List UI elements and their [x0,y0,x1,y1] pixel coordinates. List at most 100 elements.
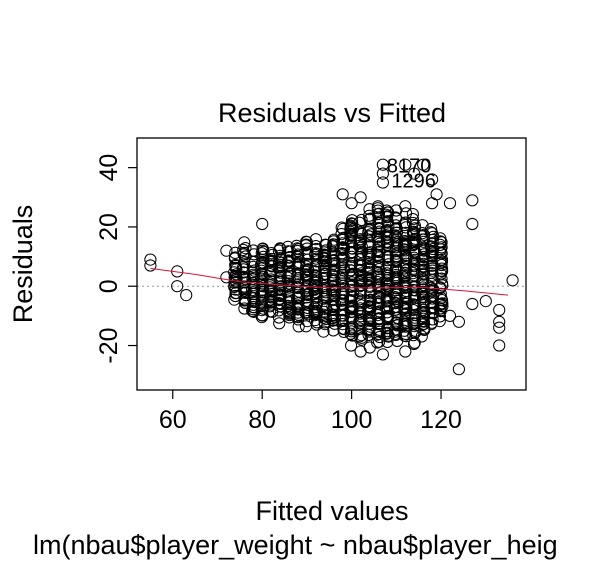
data-point [376,176,389,189]
data-point [255,304,268,317]
data-point [493,321,506,334]
data-point [436,300,449,313]
data-point [398,320,411,333]
data-point [479,295,492,308]
data-point [408,336,421,349]
data-point [220,271,233,284]
data-point [344,236,357,249]
data-point [345,290,358,303]
y-tick-label: 20 [95,213,123,241]
data-point [435,253,449,266]
data-point [229,259,242,273]
data-point [399,221,412,234]
x-tick-label: 60 [159,406,187,434]
data-point [345,339,358,352]
data-point [425,316,438,329]
data-point [372,217,385,230]
data-point [292,306,305,319]
y-axis-label: Residuals [8,205,38,324]
data-point [355,331,368,344]
data-point [416,290,429,303]
x-tick-label: 100 [331,406,373,434]
data-point [265,259,278,272]
data-point [372,221,385,235]
data-point [399,345,412,358]
chart-title: Residuals vs Fitted [218,98,446,128]
data-point [433,315,446,328]
data-point [238,246,251,259]
data-point [273,288,286,301]
data-point [506,274,519,287]
data-point [417,248,431,261]
data-point [291,242,304,255]
data-point [426,306,439,319]
data-point [443,309,457,322]
data-point [434,232,447,245]
data-point [399,200,412,213]
data-point [435,241,448,254]
data-point [417,305,430,319]
data-point [363,203,376,216]
data-point [238,236,251,249]
data-point [430,188,443,201]
data-point [466,194,479,207]
data-point [309,282,322,296]
y-tick-label: -20 [95,327,123,363]
data-point [407,317,420,330]
x-tick-label: 80 [248,406,276,434]
data-point [247,268,260,281]
data-point [452,315,465,328]
point-label: 1296 [391,171,436,193]
data-point [434,287,447,300]
data-point [371,230,384,243]
model-formula-subtitle: lm(nbau$player_weight ~ nbau$player_heig [33,530,558,560]
data-point [256,217,269,231]
data-point [144,253,157,266]
data-point [426,173,439,186]
data-point [415,330,428,343]
data-point [399,158,412,171]
data-point [493,303,506,317]
data-point [406,213,419,226]
data-point [408,167,421,180]
data-point [275,297,288,310]
y-tick-label: 40 [95,154,123,182]
data-point [354,345,367,358]
data-point [257,302,270,315]
data-point [309,233,322,246]
data-point [301,263,315,276]
data-point [345,197,358,210]
data-point [291,302,304,315]
data-point [493,315,506,328]
loess-smoother-line [150,267,509,296]
data-point [435,297,448,310]
data-point [363,273,376,286]
x-tick-label: 120 [420,406,462,434]
data-point [407,337,421,350]
data-point [291,248,305,261]
data-point [400,301,413,314]
data-point [283,291,296,304]
data-point [180,289,193,302]
data-point [409,253,422,266]
data-point [273,317,286,330]
data-point [354,274,367,287]
data-point [335,228,348,241]
data-point [301,315,314,328]
data-point [274,251,288,264]
data-point [399,216,412,229]
data-point [344,220,357,233]
data-point [220,244,233,257]
data-point [443,197,457,210]
data-point [435,291,448,304]
x-axis-label: Fitted values [255,496,408,526]
data-point [389,211,402,224]
data-point [355,314,368,327]
data-point [354,280,367,293]
data-point [354,191,367,204]
data-point [239,242,252,255]
data-point [318,271,331,284]
data-point [363,261,376,274]
data-point [318,316,331,329]
